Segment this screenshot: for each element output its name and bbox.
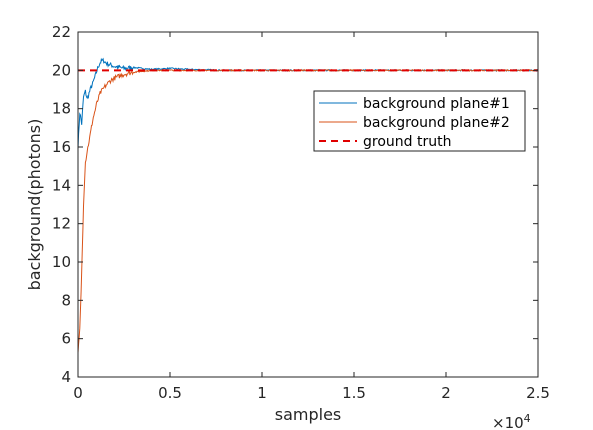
x-tick-label: 2 [441, 384, 451, 402]
plot-area [78, 32, 538, 377]
x-axis-multiplier: ×104 [492, 412, 531, 430]
legend: background plane#1 background plane#2 grou… [313, 90, 526, 152]
y-tick-label: 14 [52, 176, 71, 194]
y-axis-label: background(photons) [25, 119, 44, 291]
y-tick-label: 12 [52, 215, 71, 233]
y-tick-label: 22 [52, 23, 71, 41]
y-tick-label: 6 [61, 330, 71, 348]
plot-frame [77, 31, 539, 378]
x-tick-label: 2.5 [526, 384, 550, 402]
x-tick-label: 1.5 [342, 384, 366, 402]
y-tick-label: 16 [52, 138, 71, 156]
legend-label-3: ground truth [363, 134, 451, 150]
y-tick-label: 20 [52, 61, 71, 79]
series-layer [77, 57, 539, 353]
legend-label-1: background plane#1 [363, 96, 510, 112]
x-axis-multiplier-exponent: 4 [524, 412, 531, 425]
x-axis-multiplier-base: ×10 [492, 414, 524, 430]
x-tick-label: 0.5 [158, 384, 182, 402]
y-tick-label: 8 [61, 291, 71, 309]
y-tick-label: 4 [61, 368, 71, 386]
y-tick-label: 10 [52, 253, 71, 271]
x-tick-label: 1 [257, 384, 267, 402]
ticks-layer: 0 0.5 1 1.5 2 2.5 4 6 8 10 12 14 16 18 20 22 [52, 23, 550, 402]
legend-label-2: background plane#2 [363, 115, 510, 131]
x-tick-label: 0 [73, 384, 83, 402]
x-axis-label: samples [275, 405, 342, 424]
y-tick-label: 18 [52, 100, 71, 118]
